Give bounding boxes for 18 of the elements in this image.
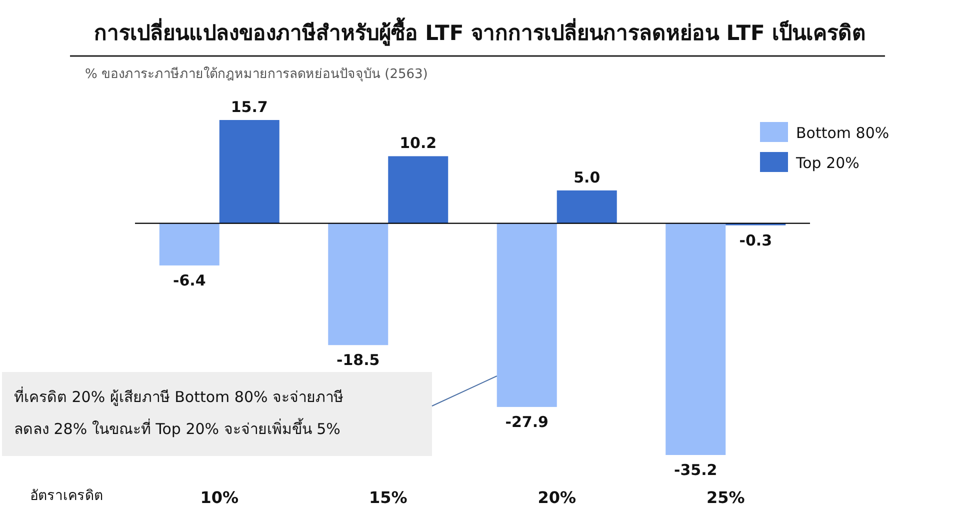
x-tick-label: 10% <box>200 488 239 507</box>
x-axis-title: อัตราเครดิต <box>30 488 103 504</box>
annotation: ที่เครดิต 20% ผู้เสียภาษี Bottom 80% จะจ่ายภาษี ลดลง 28% ในขณะที่ Top 20% จะจ่ายเพิ่มขึ้น 5% <box>14 386 344 438</box>
x-tick-label: 25% <box>706 488 745 507</box>
chart-subtitle: % ของภาระภาษีภายใต้กฎหมายการลดหย่อนปัจจุบัน (2563) <box>85 66 428 82</box>
x-tick-label: 20% <box>538 488 576 507</box>
data-label: -35.2 <box>674 461 718 479</box>
data-label: -0.3 <box>739 231 772 250</box>
data-label: 5.0 <box>574 168 600 186</box>
data-label: 15.7 <box>230 98 268 116</box>
data-label: -27.9 <box>505 412 548 431</box>
legend-label: Bottom 80% <box>796 124 890 142</box>
data-label: -18.5 <box>336 351 380 370</box>
data-label: 10.2 <box>400 134 437 152</box>
legend-label: Top 20% <box>795 154 860 172</box>
x-tick-label: 15% <box>368 488 408 507</box>
data-label: -6.4 <box>172 271 206 290</box>
chart-title: การเปลี่ยนแปลงของภาษีสำหรับผู้ซื้อ LTF จากการเปลี่ยนการลดหย่อน LTF เป็นเครดิต <box>94 17 866 47</box>
